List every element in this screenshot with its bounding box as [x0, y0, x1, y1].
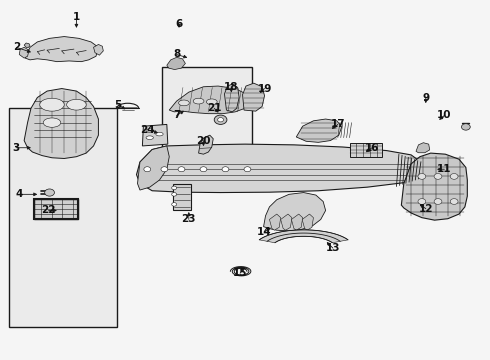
Text: 3: 3: [13, 143, 20, 153]
Text: 11: 11: [437, 164, 452, 174]
Text: 23: 23: [182, 215, 196, 224]
Text: 7: 7: [173, 111, 180, 121]
Text: 18: 18: [224, 82, 239, 92]
Polygon shape: [143, 125, 168, 146]
Text: 22: 22: [41, 206, 56, 216]
Polygon shape: [401, 153, 467, 220]
Text: 4: 4: [16, 189, 23, 199]
Text: 2: 2: [13, 42, 20, 52]
Polygon shape: [292, 214, 303, 230]
Text: 8: 8: [173, 49, 180, 59]
Text: 15: 15: [233, 268, 247, 278]
Polygon shape: [25, 37, 98, 62]
Polygon shape: [24, 43, 30, 48]
Text: 5: 5: [114, 100, 122, 110]
Polygon shape: [264, 193, 326, 231]
Ellipse shape: [156, 132, 163, 136]
Circle shape: [418, 199, 426, 204]
Circle shape: [462, 124, 470, 130]
Polygon shape: [137, 144, 422, 193]
Text: 1: 1: [73, 12, 80, 22]
Circle shape: [218, 118, 223, 122]
Circle shape: [178, 167, 185, 172]
Ellipse shape: [206, 99, 217, 105]
Text: 9: 9: [422, 93, 429, 103]
Polygon shape: [198, 135, 213, 154]
Circle shape: [450, 174, 458, 179]
Text: 13: 13: [326, 243, 340, 253]
Bar: [34, 199, 78, 220]
Bar: [350, 143, 382, 157]
Bar: [9, 108, 117, 327]
Polygon shape: [270, 214, 281, 230]
Circle shape: [200, 167, 207, 172]
Polygon shape: [302, 214, 314, 230]
Polygon shape: [167, 57, 185, 69]
Text: 19: 19: [257, 84, 272, 94]
Circle shape: [172, 203, 176, 206]
Polygon shape: [243, 83, 265, 111]
Ellipse shape: [40, 98, 64, 111]
Polygon shape: [24, 89, 98, 158]
Circle shape: [418, 174, 426, 179]
Ellipse shape: [178, 100, 189, 106]
Text: 12: 12: [418, 204, 433, 214]
Ellipse shape: [193, 98, 204, 104]
Polygon shape: [281, 214, 292, 230]
Polygon shape: [138, 146, 169, 190]
Bar: [34, 199, 78, 220]
Text: 21: 21: [207, 103, 221, 113]
Ellipse shape: [67, 99, 86, 110]
Circle shape: [434, 199, 442, 204]
Circle shape: [161, 167, 168, 172]
Polygon shape: [259, 230, 348, 243]
Text: 20: 20: [196, 136, 211, 145]
Bar: [162, 67, 252, 169]
Text: 17: 17: [331, 120, 345, 129]
Polygon shape: [416, 143, 430, 153]
Ellipse shape: [43, 118, 61, 127]
Circle shape: [172, 186, 176, 190]
Circle shape: [214, 115, 227, 125]
Circle shape: [244, 167, 251, 172]
Circle shape: [172, 193, 176, 196]
Text: 16: 16: [365, 143, 379, 153]
Circle shape: [434, 174, 442, 179]
Text: 6: 6: [175, 19, 183, 29]
Ellipse shape: [146, 136, 153, 139]
Circle shape: [45, 189, 54, 196]
Polygon shape: [169, 86, 250, 114]
Polygon shape: [296, 119, 342, 142]
Circle shape: [144, 167, 151, 172]
Polygon shape: [19, 47, 29, 58]
Circle shape: [222, 167, 229, 172]
Polygon shape: [224, 84, 239, 112]
Circle shape: [450, 199, 458, 204]
Bar: [172, 184, 191, 211]
Text: 24: 24: [140, 125, 154, 135]
Text: 14: 14: [257, 227, 272, 237]
Text: 10: 10: [437, 111, 452, 121]
Polygon shape: [94, 44, 103, 55]
Ellipse shape: [146, 129, 153, 132]
